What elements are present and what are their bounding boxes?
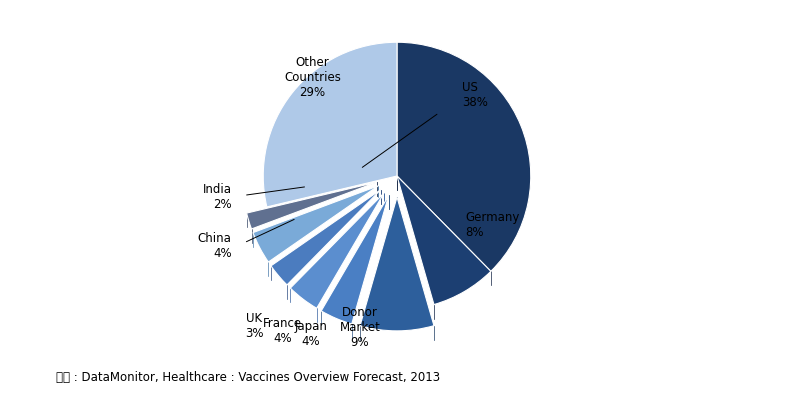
Text: US
38%: US 38% (462, 81, 488, 109)
Wedge shape (247, 182, 377, 229)
Text: Donor
Market
9%: Donor Market 9% (340, 306, 380, 349)
Wedge shape (271, 190, 381, 285)
Text: India
2%: India 2% (202, 183, 232, 211)
Text: France
4%: France 4% (263, 317, 303, 345)
Wedge shape (360, 197, 434, 331)
Text: 자료 : DataMonitor, Healthcare : Vaccines Overview Forecast, 2013: 자료 : DataMonitor, Healthcare : Vaccines … (56, 371, 440, 384)
Wedge shape (253, 186, 378, 262)
Text: Other
Countries
29%: Other Countries 29% (284, 56, 341, 99)
Wedge shape (291, 193, 384, 308)
Text: UK
3%: UK 3% (245, 312, 264, 340)
Wedge shape (322, 196, 389, 324)
Text: China
4%: China 4% (198, 232, 232, 260)
Wedge shape (397, 176, 491, 304)
Text: Japan
4%: Japan 4% (295, 320, 327, 348)
Wedge shape (397, 42, 530, 271)
Wedge shape (264, 42, 397, 207)
Text: Germany
8%: Germany 8% (465, 211, 520, 239)
